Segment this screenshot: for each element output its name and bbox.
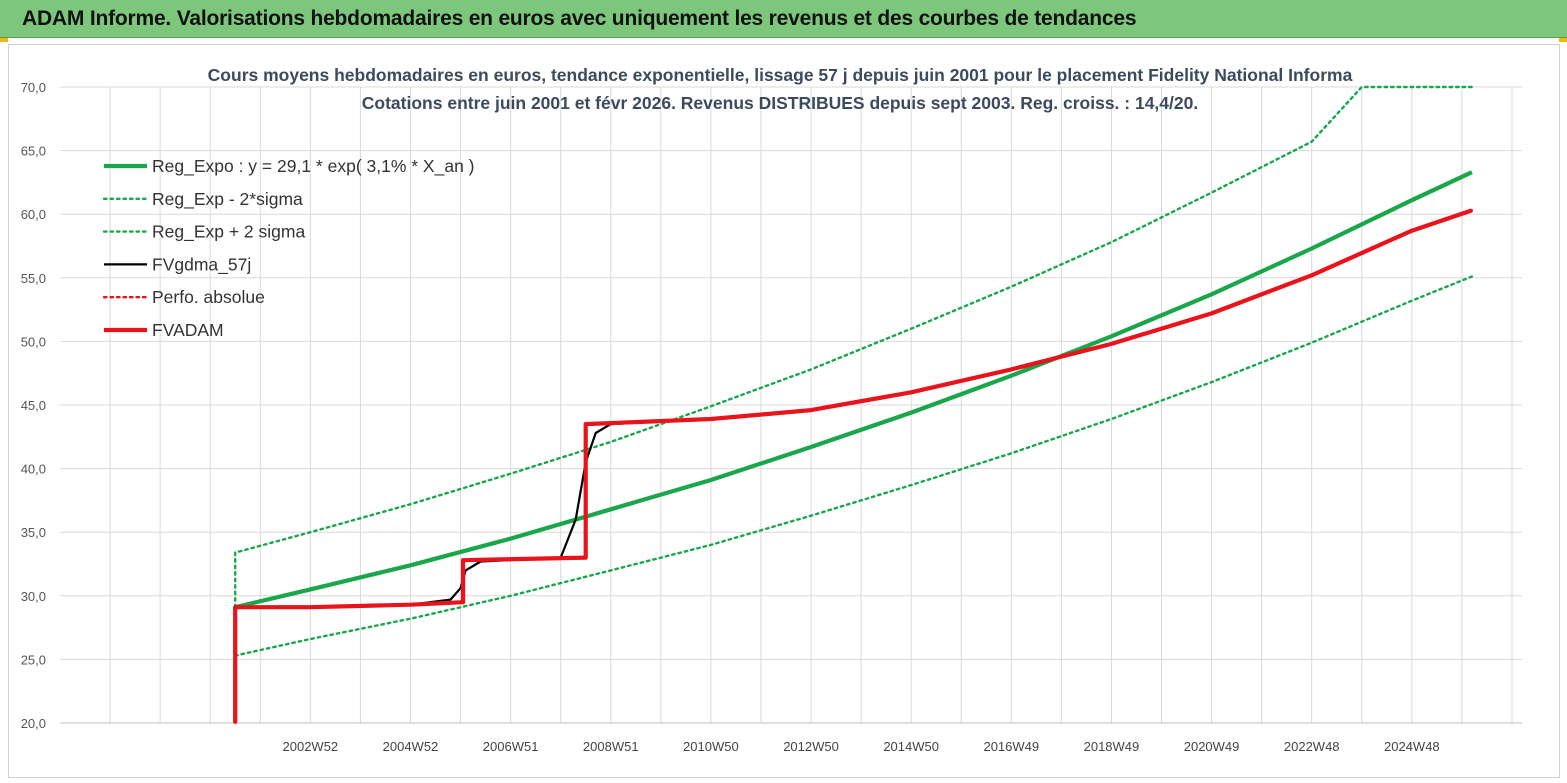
- y-tick-label: 70,0: [21, 80, 46, 95]
- y-axis-ticks: 20,0 25,0 30,0 35,0 40,0 45,0 50,0 55,0 60,0 65,0…: [21, 80, 46, 731]
- x-tick-label: 2018W49: [1084, 739, 1140, 754]
- legend-label: Perfo. absolue: [152, 287, 265, 307]
- legend-label: FVADAM: [152, 320, 224, 340]
- right-corner-marker: [1559, 38, 1567, 42]
- x-tick-label: 2006W51: [483, 739, 539, 754]
- y-tick-label: 45,0: [21, 398, 46, 413]
- y-tick-label: 50,0: [21, 334, 46, 349]
- x-tick-label: 2002W52: [283, 739, 339, 754]
- x-tick-label: 2022W48: [1284, 739, 1340, 754]
- series-line-3: [234, 209, 1473, 723]
- left-corner-marker: [0, 38, 8, 42]
- y-tick-label: 25,0: [21, 652, 46, 667]
- x-tick-label: 2014W50: [883, 739, 939, 754]
- series-line-1: [233, 275, 1474, 657]
- series-line-2: [233, 85, 1474, 609]
- y-tick-label: 30,0: [21, 589, 46, 604]
- series-line-0: [234, 170, 1473, 610]
- x-tick-label: 2016W49: [983, 739, 1039, 754]
- legend-label: Reg_Exp + 2 sigma: [152, 222, 305, 243]
- y-tick-label: 20,0: [21, 716, 46, 731]
- grid-lines: [60, 86, 1522, 724]
- y-tick-label: 60,0: [21, 207, 46, 222]
- x-tick-label: 2004W52: [383, 739, 439, 754]
- legend-label: Reg_Exp - 2*sigma: [152, 189, 303, 210]
- report-title: ADAM Informe. Valorisations hebdomadaire…: [22, 7, 1137, 30]
- y-tick-label: 65,0: [21, 144, 46, 159]
- x-tick-label: 2010W50: [683, 739, 739, 754]
- y-tick-label: 35,0: [21, 525, 46, 540]
- series-lines: [233, 85, 1474, 725]
- y-tick-label: 40,0: [21, 462, 46, 477]
- chart-title: Cours moyens hebdomadaires en euros, ten…: [208, 65, 1353, 85]
- x-tick-label: 2024W48: [1384, 739, 1440, 754]
- x-axis-ticks: 2002W52 2004W52 2006W51 2008W51 2010W50 2012W…: [283, 739, 1440, 754]
- x-tick-label: 2012W50: [783, 739, 839, 754]
- chart-legend: Reg_Expo : y = 29,1 * exp( 3,1% * X_an )…: [102, 156, 475, 340]
- chart-subtitle: Cotations entre juin 2001 et févr 2026. …: [362, 93, 1198, 113]
- x-tick-label: 2020W49: [1184, 739, 1240, 754]
- series-line-5: [233, 208, 1473, 723]
- legend-label: FVgdma_57j: [152, 254, 251, 275]
- legend-label: Reg_Expo : y = 29,1 * exp( 3,1% * X_an ): [152, 156, 475, 177]
- x-tick-label: 2008W51: [583, 739, 639, 754]
- y-tick-label: 55,0: [21, 271, 46, 286]
- report-banner: ADAM Informe. Valorisations hebdomadaire…: [0, 0, 1567, 38]
- series-line-4: [233, 209, 1474, 725]
